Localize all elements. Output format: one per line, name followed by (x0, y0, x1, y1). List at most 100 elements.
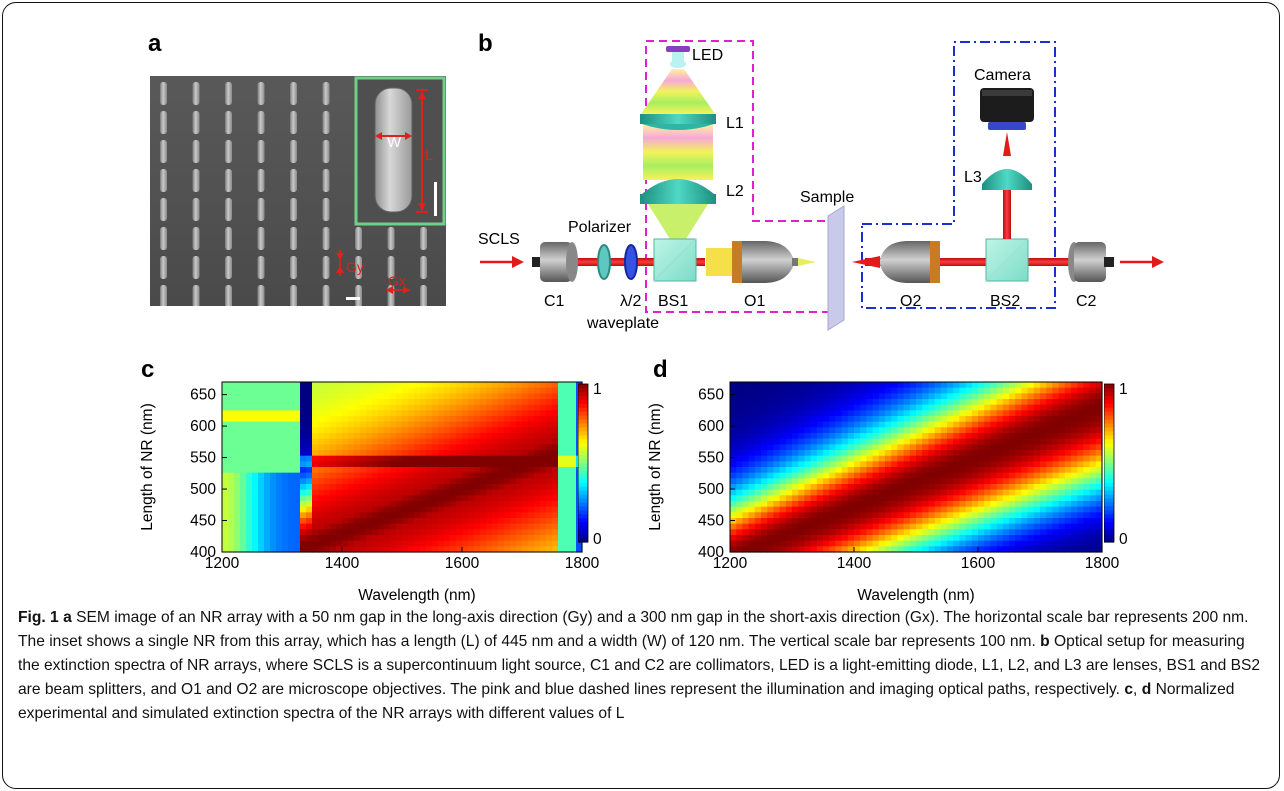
heatmap-cell (282, 472, 289, 479)
heatmap-cell (1040, 529, 1047, 536)
heatmap-cell (779, 421, 787, 428)
heatmap-cell (742, 438, 750, 445)
heatmap-cell (426, 501, 433, 508)
heatmap-cell (414, 495, 421, 502)
heatmap-cell (270, 444, 277, 451)
heatmap-cell (222, 444, 229, 451)
heatmap-cell (804, 461, 812, 468)
heatmap-cell (222, 399, 229, 406)
heatmap-cell (866, 529, 874, 536)
heatmap-cell (1027, 529, 1035, 536)
heatmap-cell (779, 478, 787, 485)
heatmap-cell (773, 540, 781, 547)
heatmap-cell (916, 540, 923, 547)
heatmap-cell (754, 546, 762, 553)
heatmap-cell (984, 444, 991, 451)
heatmap-cell (336, 455, 343, 462)
heatmap-cell (522, 478, 529, 485)
heatmap-cell (348, 404, 355, 411)
heatmap-cell (234, 393, 241, 400)
heatmap-cell (792, 399, 799, 406)
heatmap-cell (909, 506, 917, 513)
heatmap-cell (306, 427, 313, 434)
colorbar-segment (578, 447, 588, 452)
heatmap-cell (504, 433, 511, 440)
heatmap-cell (432, 444, 439, 451)
heatmap-cell (754, 387, 762, 394)
heatmap-cell (878, 382, 886, 389)
heatmap-cell (1009, 393, 1016, 400)
heatmap-cell (885, 512, 892, 519)
heatmap-cell (396, 427, 403, 434)
heatmap-cell (348, 450, 355, 457)
heatmap-cell (246, 438, 253, 445)
heatmap-cell (1046, 540, 1053, 547)
heatmap-cell (897, 535, 905, 542)
heatmap-cell (754, 427, 762, 434)
heatmap-cell (570, 484, 577, 491)
heatmap-cell (570, 467, 577, 474)
heatmap-cell (450, 404, 457, 411)
heatmap-cell (903, 404, 911, 411)
heatmap-cell (1095, 393, 1103, 400)
heatmap-cell (282, 489, 289, 496)
heatmap-cell (342, 484, 349, 491)
heatmap-cell (234, 518, 241, 525)
heatmap-cell (408, 444, 415, 451)
heatmap-cell (940, 461, 948, 468)
heatmap-cell (462, 404, 469, 411)
heatmap-cell (288, 472, 295, 479)
heatmap-cell (742, 467, 750, 474)
heatmap-cell (829, 535, 836, 542)
heatmap-cell (779, 382, 787, 389)
heatmap-cell (798, 416, 805, 423)
heatmap-cell (798, 421, 805, 428)
heatmap-cell (498, 518, 505, 525)
nanorod (257, 82, 265, 105)
heatmap-cell (847, 512, 855, 519)
heatmap-cell (528, 455, 535, 462)
heatmap-cell (1095, 506, 1103, 513)
heatmap-cell (1071, 421, 1078, 428)
heatmap-cell (252, 438, 259, 445)
heatmap-cell (748, 438, 756, 445)
heatmap-cell (854, 461, 861, 468)
heatmap-cell (420, 410, 427, 417)
heatmap-cell (996, 399, 1004, 406)
heatmap-cell (342, 467, 349, 474)
heatmap-cell (504, 512, 511, 519)
heatmap-cell (835, 387, 843, 394)
heatmap-cell (1089, 387, 1097, 394)
heatmap-cell (414, 433, 421, 440)
heatmap-cell (456, 535, 463, 542)
heatmap-cell (965, 444, 973, 451)
heatmap-cell (1040, 382, 1047, 389)
heatmap-cell (408, 382, 415, 389)
heatmap-cell (1046, 535, 1053, 542)
lens-l2 (640, 179, 716, 204)
heatmap-cell (1095, 433, 1103, 440)
heatmap-cell (1027, 416, 1035, 423)
heatmap-cell (1015, 478, 1022, 485)
caption-a-text: SEM image of an NR array with a 50 nm ga… (18, 609, 1249, 650)
heatmap-cell (426, 450, 433, 457)
heatmap-cell (540, 540, 547, 547)
heatmap-cell (761, 461, 768, 468)
heatmap-cell (516, 461, 523, 468)
heatmap-cell (748, 529, 756, 536)
heatmap-cell (264, 393, 271, 400)
heatmap-cell (354, 472, 361, 479)
heatmap-cell (228, 489, 235, 496)
heatmap-cell (264, 540, 271, 547)
heatmap-cell (1046, 512, 1053, 519)
heatmap-cell (891, 438, 898, 445)
heatmap-cell (396, 444, 403, 451)
heatmap-cell (468, 478, 475, 485)
heatmap-cell (234, 416, 241, 423)
heatmap-cell (978, 495, 985, 502)
heatmap-cell (258, 427, 265, 434)
heatmap-cell (1027, 484, 1035, 491)
colorbar-segment (1104, 435, 1114, 440)
heatmap-cell (270, 506, 277, 513)
heatmap-cell (438, 540, 445, 547)
